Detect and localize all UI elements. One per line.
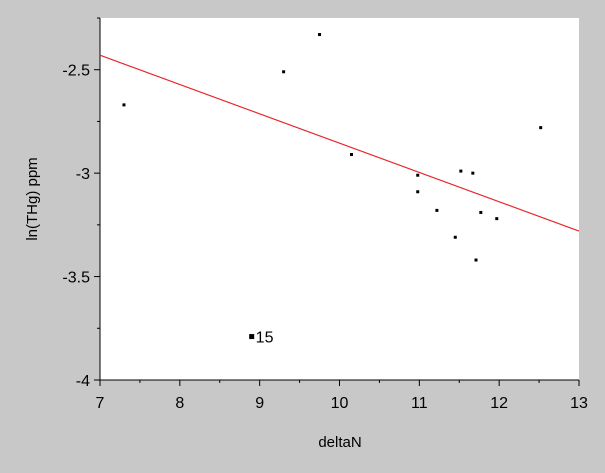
data-point xyxy=(435,208,439,212)
x-tick-label: 8 xyxy=(175,395,184,412)
x-tick-label: 10 xyxy=(331,395,349,412)
y-tick-label: -3 xyxy=(76,166,90,183)
fit-line xyxy=(99,54,580,232)
axes: 7 8 9 10 11 12 13 -4 -3.5 -3 -2.5 xyxy=(62,17,588,412)
data-point xyxy=(459,169,463,173)
data-point xyxy=(416,190,420,194)
data-point xyxy=(349,153,353,157)
x-tick-label: 11 xyxy=(411,395,428,412)
x-tick-label: 9 xyxy=(255,395,264,412)
data-point xyxy=(282,70,286,74)
data-point xyxy=(479,210,483,214)
data-point xyxy=(471,171,475,175)
y-tick-label: -2.5 xyxy=(62,63,90,80)
fit-line-group xyxy=(99,54,580,232)
plot-area xyxy=(100,18,579,380)
x-tick-label: 13 xyxy=(570,395,588,412)
x-axis-label: deltaN xyxy=(318,434,361,451)
data-point xyxy=(539,126,543,130)
point-label: 15 xyxy=(256,330,274,347)
data-point xyxy=(249,334,255,340)
data-point xyxy=(495,217,499,221)
data-point xyxy=(453,235,457,239)
data-point xyxy=(474,258,478,262)
data-point xyxy=(122,103,126,107)
data-point xyxy=(416,173,420,177)
x-tick-label: 7 xyxy=(96,395,105,412)
data-point xyxy=(318,33,322,37)
y-axis-label: ln(THg) ppm xyxy=(24,157,41,240)
x-tick-label: 12 xyxy=(490,395,508,412)
y-tick-label: -4 xyxy=(76,373,90,390)
y-tick-label: -3.5 xyxy=(62,270,90,287)
points-group: 15 xyxy=(122,33,543,347)
